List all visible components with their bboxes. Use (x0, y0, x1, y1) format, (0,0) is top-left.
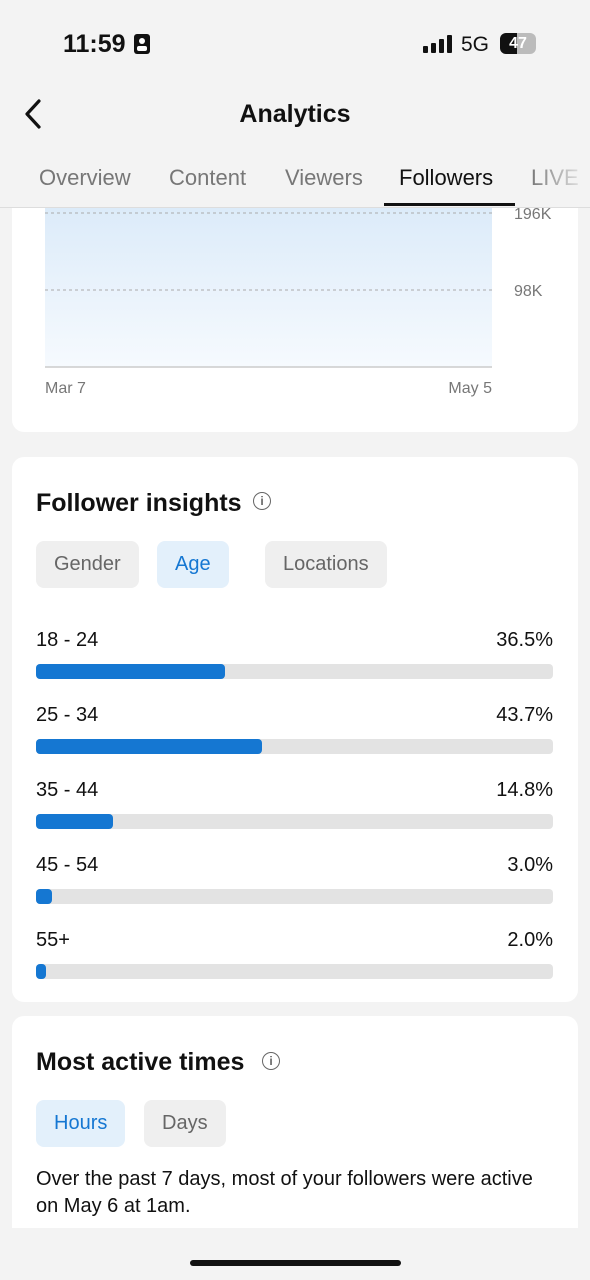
network: 5G (461, 33, 490, 56)
age-label: 45 - 54 (36, 854, 99, 876)
description: Over the past 7 days, most of your follo… (36, 1168, 533, 1217)
age-value: 3.0% (507, 854, 553, 876)
bar (36, 664, 225, 679)
age-label: 55+ (36, 929, 70, 951)
filter-pill[interactable]: Gender (36, 541, 139, 588)
info-icon[interactable]: i (262, 1052, 280, 1070)
back-button[interactable] (22, 99, 44, 129)
bar (36, 964, 47, 979)
follower-chart: 196K 98K Mar 7 May 5 (45, 208, 552, 397)
age-label: 25 - 34 (36, 704, 99, 726)
insights-card (12, 457, 578, 1002)
y-tick-label: 196K (514, 208, 552, 223)
section-title: Most active times (36, 1048, 245, 1076)
bar (36, 739, 262, 754)
y-tick-label: 98K (514, 283, 543, 300)
bar-track (36, 814, 553, 829)
age-value: 14.8% (496, 779, 553, 801)
filter-pill[interactable]: Locations (265, 541, 387, 588)
bar-track (36, 889, 553, 904)
bar-track (36, 664, 553, 679)
x-tick-label: May 5 (448, 380, 492, 397)
filter-pill[interactable]: Age (157, 541, 229, 588)
divider (0, 207, 590, 208)
tab[interactable]: Content (169, 165, 247, 190)
filter-pill[interactable]: Days (144, 1100, 226, 1147)
home-indicator (190, 1260, 401, 1266)
tab[interactable]: Followers (399, 165, 494, 190)
age-value: 43.7% (496, 704, 553, 726)
bar (36, 889, 52, 904)
tab-bar: OverviewContentViewersFollowersLIVE (0, 0, 590, 208)
page-title: Analytics (239, 100, 351, 128)
age-label: 18 - 24 (36, 629, 99, 651)
focus-icon (134, 34, 150, 54)
battery: 47 (500, 33, 536, 54)
age-value: 2.0% (507, 929, 553, 951)
tab-underline (384, 203, 515, 206)
clock: 11:59 (63, 30, 126, 58)
bar-track (36, 739, 553, 754)
filter-pill[interactable]: Hours (36, 1100, 126, 1147)
area (45, 208, 492, 367)
bar (36, 814, 113, 829)
age-value: 36.5% (496, 629, 553, 651)
bar-track (36, 964, 553, 979)
x-tick-label: Mar 7 (45, 380, 86, 397)
tab[interactable]: Viewers (285, 165, 363, 190)
tab-fade (530, 150, 590, 200)
age-label: 35 - 44 (36, 779, 99, 801)
signal-icon (423, 35, 452, 53)
info-icon[interactable]: i (253, 492, 271, 510)
tab[interactable]: Overview (39, 165, 131, 190)
section-title: Follower insights (36, 489, 242, 517)
